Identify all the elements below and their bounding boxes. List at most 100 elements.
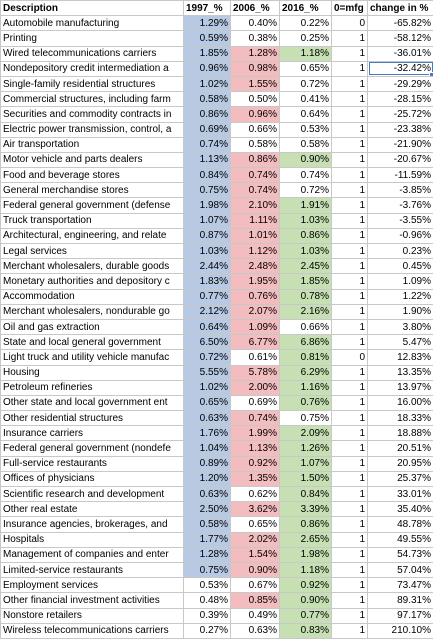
cell-2016[interactable]: 1.91% <box>280 198 332 213</box>
cell-1997[interactable]: 0.63% <box>184 487 231 502</box>
cell-description[interactable]: Other real estate <box>1 502 184 517</box>
cell-2006[interactable]: 0.63% <box>231 623 280 638</box>
cell-1997[interactable]: 1.02% <box>184 76 231 91</box>
cell-change[interactable]: -23.38% <box>368 122 433 137</box>
cell-description[interactable]: Electric power transmission, control, a <box>1 122 184 137</box>
cell-2006[interactable]: 0.86% <box>231 152 280 167</box>
cell-1997[interactable]: 0.27% <box>184 623 231 638</box>
cell-mfg[interactable]: 1 <box>332 228 368 243</box>
cell-description[interactable]: Nondepository credit intermediation a <box>1 61 184 76</box>
cell-1997[interactable]: 0.69% <box>184 122 231 137</box>
cell-2006[interactable]: 0.58% <box>231 137 280 152</box>
cell-description[interactable]: Printing <box>1 31 184 46</box>
cell-change[interactable]: -11.59% <box>368 168 433 183</box>
cell-mfg[interactable]: 1 <box>332 562 368 577</box>
cell-2016[interactable]: 0.72% <box>280 183 332 198</box>
cell-description[interactable]: Automobile manufacturing <box>1 16 184 31</box>
cell-change[interactable]: -29.29% <box>368 76 433 91</box>
cell-mfg[interactable]: 1 <box>332 335 368 350</box>
cell-mfg[interactable]: 1 <box>332 517 368 532</box>
cell-mfg[interactable]: 1 <box>332 365 368 380</box>
cell-2016[interactable]: 1.98% <box>280 547 332 562</box>
cell-mfg[interactable]: 1 <box>332 441 368 456</box>
cell-1997[interactable]: 0.87% <box>184 228 231 243</box>
cell-change[interactable]: 54.73% <box>368 547 433 562</box>
cell-2006[interactable]: 2.02% <box>231 532 280 547</box>
cell-2006[interactable]: 0.74% <box>231 411 280 426</box>
cell-mfg[interactable]: 1 <box>332 31 368 46</box>
cell-mfg[interactable]: 1 <box>332 152 368 167</box>
cell-2006[interactable]: 1.55% <box>231 76 280 91</box>
cell-description[interactable]: Single-family residential structures <box>1 76 184 91</box>
cell-1997[interactable]: 0.86% <box>184 107 231 122</box>
cell-description[interactable]: Other state and local government ent <box>1 395 184 410</box>
cell-1997[interactable]: 2.12% <box>184 304 231 319</box>
cell-2016[interactable]: 1.03% <box>280 244 332 259</box>
cell-2016[interactable]: 0.25% <box>280 31 332 46</box>
cell-2016[interactable]: 0.92% <box>280 578 332 593</box>
cell-description[interactable]: Merchant wholesalers, durable goods <box>1 259 184 274</box>
cell-mfg[interactable]: 1 <box>332 107 368 122</box>
cell-mfg[interactable]: 1 <box>332 122 368 137</box>
cell-change[interactable]: 1.90% <box>368 304 433 319</box>
cell-description[interactable]: Legal services <box>1 244 184 259</box>
cell-1997[interactable]: 0.59% <box>184 31 231 46</box>
cell-change[interactable]: -3.76% <box>368 198 433 213</box>
cell-1997[interactable]: 6.50% <box>184 335 231 350</box>
cell-1997[interactable]: 0.72% <box>184 350 231 365</box>
cell-2016[interactable]: 0.74% <box>280 168 332 183</box>
cell-description[interactable]: Truck transportation <box>1 213 184 228</box>
cell-2006[interactable]: 0.38% <box>231 31 280 46</box>
cell-description[interactable]: Federal general government (defense <box>1 198 184 213</box>
cell-1997[interactable]: 0.75% <box>184 183 231 198</box>
cell-1997[interactable]: 1.85% <box>184 46 231 61</box>
cell-mfg[interactable]: 1 <box>332 137 368 152</box>
cell-2016[interactable]: 1.50% <box>280 471 332 486</box>
cell-mfg[interactable]: 1 <box>332 547 368 562</box>
cell-mfg[interactable]: 1 <box>332 168 368 183</box>
cell-mfg[interactable]: 1 <box>332 259 368 274</box>
cell-change[interactable]: -28.15% <box>368 92 433 107</box>
cell-2006[interactable]: 0.66% <box>231 122 280 137</box>
cell-description[interactable]: Limited-service restaurants <box>1 562 184 577</box>
cell-1997[interactable]: 1.04% <box>184 441 231 456</box>
cell-mfg[interactable]: 1 <box>332 608 368 623</box>
cell-1997[interactable]: 1.20% <box>184 471 231 486</box>
cell-2006[interactable]: 0.69% <box>231 395 280 410</box>
cell-change[interactable]: -36.01% <box>368 46 433 61</box>
cell-description[interactable]: Wired telecommunications carriers <box>1 46 184 61</box>
cell-1997[interactable]: 0.58% <box>184 92 231 107</box>
cell-mfg[interactable]: 1 <box>332 304 368 319</box>
cell-2016[interactable]: 0.77% <box>280 608 332 623</box>
cell-2016[interactable]: 0.53% <box>280 122 332 137</box>
cell-2006[interactable]: 1.35% <box>231 471 280 486</box>
cell-1997[interactable]: 1.07% <box>184 213 231 228</box>
cell-mfg[interactable]: 1 <box>332 395 368 410</box>
cell-description[interactable]: Securities and commodity contracts in <box>1 107 184 122</box>
cell-2016[interactable]: 2.45% <box>280 259 332 274</box>
cell-description[interactable]: General merchandise stores <box>1 183 184 198</box>
cell-description[interactable]: Employment services <box>1 578 184 593</box>
cell-2016[interactable]: 0.22% <box>280 16 332 31</box>
cell-change[interactable]: 16.00% <box>368 395 433 410</box>
cell-2006[interactable]: 0.62% <box>231 487 280 502</box>
cell-mfg[interactable]: 1 <box>332 183 368 198</box>
cell-change[interactable]: 18.33% <box>368 411 433 426</box>
cell-description[interactable]: Insurance agencies, brokerages, and <box>1 517 184 532</box>
cell-change[interactable]: 49.55% <box>368 532 433 547</box>
cell-1997[interactable]: 0.74% <box>184 137 231 152</box>
cell-2016[interactable]: 2.16% <box>280 304 332 319</box>
cell-2006[interactable]: 0.65% <box>231 517 280 532</box>
cell-mfg[interactable]: 1 <box>332 46 368 61</box>
header-2016[interactable]: 2016_% <box>280 1 332 16</box>
cell-2016[interactable]: 0.83% <box>280 623 332 638</box>
cell-2006[interactable]: 2.00% <box>231 380 280 395</box>
cell-2006[interactable]: 5.78% <box>231 365 280 380</box>
cell-1997[interactable]: 0.63% <box>184 411 231 426</box>
cell-2016[interactable]: 3.39% <box>280 502 332 517</box>
cell-change[interactable]: 33.01% <box>368 487 433 502</box>
cell-2006[interactable]: 1.54% <box>231 547 280 562</box>
cell-change[interactable]: -3.85% <box>368 183 433 198</box>
cell-2006[interactable]: 6.77% <box>231 335 280 350</box>
cell-description[interactable]: Other financial investment activities <box>1 593 184 608</box>
